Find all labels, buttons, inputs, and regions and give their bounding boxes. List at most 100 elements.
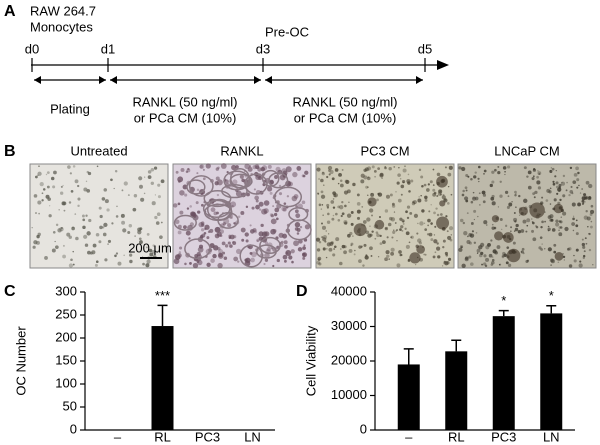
cell (103, 222, 108, 227)
cell (551, 167, 555, 171)
cell (366, 176, 371, 181)
cell (107, 243, 109, 245)
cell (385, 194, 391, 199)
osteoclast (184, 238, 211, 260)
cell (285, 166, 292, 173)
cell (447, 185, 450, 188)
cell (430, 238, 434, 242)
cell (583, 250, 586, 253)
cell (540, 248, 543, 251)
cell (316, 167, 321, 172)
cell (68, 235, 72, 239)
cell (555, 219, 559, 223)
cell (35, 212, 37, 214)
cell (31, 226, 33, 229)
cell (70, 189, 74, 193)
cell (418, 196, 420, 198)
cell (576, 178, 580, 182)
cell (210, 258, 215, 263)
cell (266, 247, 271, 252)
cell (505, 261, 509, 265)
cell (269, 179, 274, 185)
cell (344, 204, 347, 208)
osteoclast (203, 203, 233, 222)
cell (525, 259, 529, 264)
cell (445, 254, 449, 257)
x-tick-label: – (405, 429, 413, 444)
cell (241, 178, 245, 183)
cell (477, 215, 479, 218)
cell (270, 218, 277, 225)
cell (98, 206, 102, 210)
cell (484, 264, 488, 268)
cell (75, 236, 79, 241)
cell (263, 200, 270, 206)
clump (374, 219, 385, 230)
cell (468, 241, 472, 245)
y-tick-label: 0 (70, 421, 77, 436)
cell (160, 179, 165, 184)
cell (418, 241, 422, 245)
cell (588, 232, 591, 235)
cell (183, 225, 187, 230)
cell (232, 179, 238, 185)
cell (374, 175, 376, 178)
cell (278, 184, 282, 187)
cell (187, 167, 190, 171)
cell (420, 175, 424, 179)
cell (569, 166, 573, 170)
cell (156, 212, 161, 217)
cell (266, 186, 273, 192)
cell (559, 226, 563, 229)
cell (587, 225, 589, 228)
cell (150, 181, 155, 186)
cell (578, 263, 583, 268)
cell (399, 177, 402, 180)
cell (178, 251, 182, 254)
x-tick-label: PC3 (491, 429, 516, 444)
panel-label: C (4, 283, 16, 300)
cell (149, 252, 154, 257)
cell (575, 232, 579, 236)
cell (398, 250, 402, 254)
cell (69, 172, 72, 175)
timeline (31, 60, 449, 70)
cell (145, 246, 148, 249)
cell (115, 215, 119, 218)
cell (406, 205, 411, 209)
cell (101, 197, 106, 201)
cell (501, 228, 503, 230)
cell (37, 171, 42, 176)
cell (129, 259, 133, 264)
cell (508, 202, 513, 207)
stage: Pre-OC (265, 24, 309, 39)
cell (296, 227, 301, 232)
osteoclast (273, 186, 303, 208)
cell (473, 241, 477, 244)
cell (332, 253, 336, 257)
cell (504, 190, 509, 195)
cell (557, 261, 560, 264)
cell (544, 220, 547, 223)
cell (245, 239, 249, 243)
cell (318, 262, 322, 266)
y-tick-label: 200 (55, 329, 77, 344)
cell (255, 204, 260, 210)
cell (395, 230, 397, 232)
cell (337, 218, 341, 222)
cell (397, 198, 402, 203)
cell (461, 263, 466, 268)
cell (582, 245, 586, 249)
cell (222, 251, 226, 255)
cell (581, 199, 585, 203)
day-label: d3 (256, 41, 270, 56)
cell (483, 254, 487, 258)
cell (573, 172, 578, 177)
cell (270, 246, 274, 250)
cell (38, 165, 40, 167)
cell (339, 179, 343, 182)
clump (506, 248, 521, 263)
cell (399, 228, 402, 231)
period-label: or PCa CM (10%) (294, 110, 397, 125)
cell (554, 175, 557, 178)
